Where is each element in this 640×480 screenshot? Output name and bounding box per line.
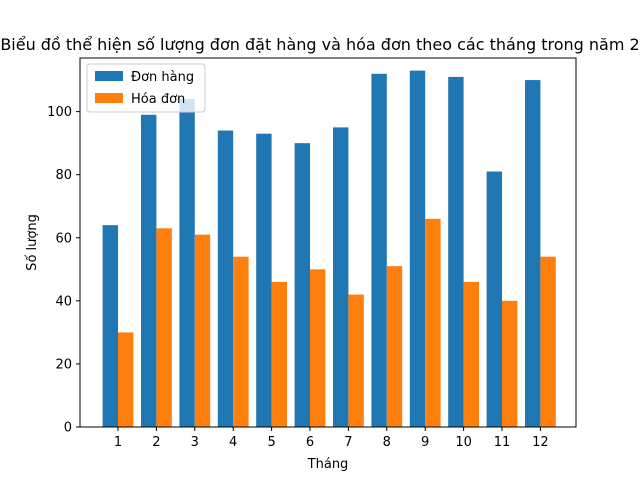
legend-swatch-don-hang [95, 71, 123, 81]
bar-don-hang-12 [525, 80, 541, 428]
y-tick-label-60: 60 [55, 231, 72, 246]
bar-don-hang-11 [486, 171, 502, 427]
bar-don-hang-2 [141, 114, 157, 428]
x-axis-ticks: 1 2 3 4 5 6 7 8 9 10 11 12 [114, 427, 549, 450]
x-tick-label-12: 12 [532, 435, 549, 450]
legend-label-hoa-don: Hóa đơn [131, 92, 185, 107]
bar-don-hang-10 [448, 76, 464, 427]
bar-hoa-don-8 [386, 266, 403, 427]
bar-hoa-don-4 [233, 256, 249, 427]
x-tick-label-2: 2 [152, 435, 160, 450]
y-axis-ticks: 0 20 40 60 80 100 [47, 105, 80, 436]
bar-hoa-don-5 [271, 281, 287, 427]
x-tick-label-4: 4 [229, 435, 237, 450]
bar-hoa-don-12 [540, 256, 556, 427]
legend-swatch-hoa-don [95, 93, 123, 103]
bars-group [102, 70, 556, 428]
chart-title: Biểu đồ thể hiện số lượng đơn đặt hàng v… [0, 35, 639, 54]
x-tick-label-8: 8 [383, 435, 391, 450]
bar-don-hang-6 [294, 143, 310, 427]
x-tick-label-6: 6 [306, 435, 314, 450]
y-tick-label-100: 100 [47, 105, 72, 120]
bar-hoa-don-2 [156, 228, 172, 427]
bar-don-hang-1 [102, 225, 118, 427]
x-tick-label-9: 9 [421, 435, 429, 450]
y-tick-label-80: 80 [55, 168, 72, 183]
x-tick-label-5: 5 [267, 435, 275, 450]
bar-hoa-don-7 [348, 294, 364, 427]
bar-hoa-don-3 [194, 234, 211, 427]
bar-hoa-don-9 [425, 218, 441, 427]
y-tick-label-20: 20 [55, 357, 72, 372]
bar-hoa-don-11 [502, 300, 518, 427]
x-tick-label-10: 10 [455, 435, 472, 450]
legend: Đơn hàng Hóa đơn [86, 63, 206, 113]
y-tick-label-40: 40 [55, 294, 72, 309]
bar-don-hang-7 [333, 127, 349, 427]
bar-don-hang-8 [371, 73, 387, 428]
bar-don-hang-5 [256, 133, 272, 427]
x-tick-label-7: 7 [344, 435, 352, 450]
legend-label-don-hang: Đơn hàng [131, 70, 194, 85]
bar-hoa-don-1 [118, 332, 134, 427]
x-tick-label-1: 1 [114, 435, 122, 450]
bar-don-hang-3 [179, 99, 195, 427]
bar-hoa-don-6 [310, 269, 326, 427]
x-tick-label-3: 3 [191, 435, 199, 450]
bar-don-hang-9 [409, 70, 426, 427]
y-tick-label-0: 0 [64, 421, 72, 436]
bar-don-hang-4 [217, 130, 234, 428]
bar-hoa-don-10 [463, 281, 479, 427]
plot-area-frame [79, 57, 577, 428]
y-axis-label: Số lượng [25, 214, 40, 271]
x-tick-label-11: 11 [494, 435, 511, 450]
x-axis-label: Tháng [307, 457, 349, 472]
